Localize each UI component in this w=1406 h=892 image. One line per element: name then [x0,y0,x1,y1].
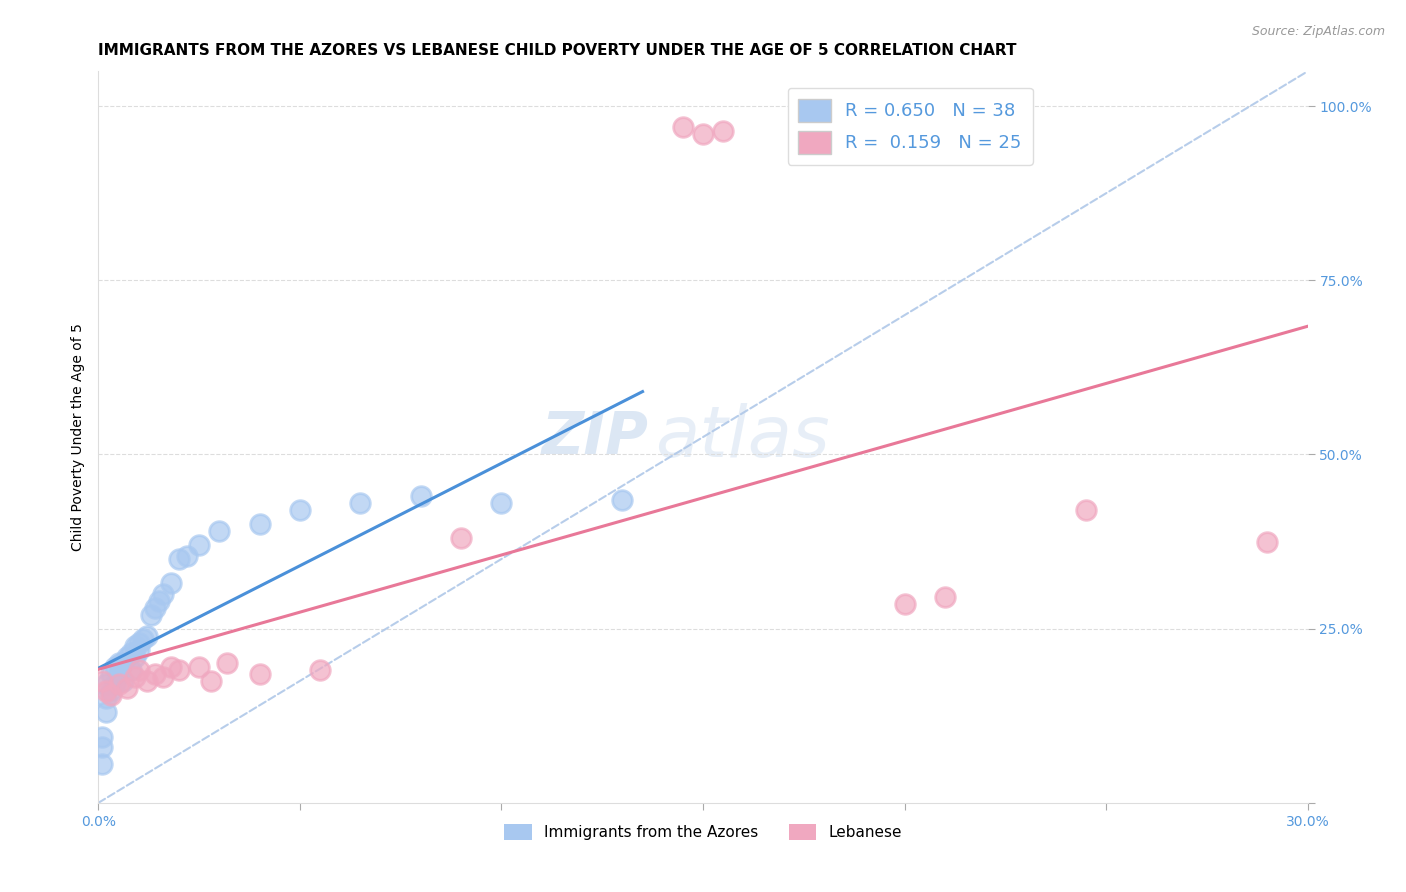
Point [111,657,134,671]
Point [128,635,150,649]
Point [135,629,157,643]
Point [100,684,122,698]
Point [692,127,714,141]
Point [612,492,634,507]
Point [288,503,311,517]
Point [672,120,695,134]
Point [1074,503,1097,517]
Point [124,670,146,684]
Point [409,489,432,503]
Point [893,597,915,611]
Point [176,549,198,563]
Point [120,646,142,660]
Point [107,657,129,671]
Point [160,576,183,591]
Legend: Immigrants from the Azores, Lebanese: Immigrants from the Azores, Lebanese [498,818,908,847]
Point [450,531,472,545]
Point [309,664,332,678]
Point [96,684,118,698]
Point [100,667,122,681]
Point [124,649,146,664]
Point [200,673,222,688]
Text: atlas: atlas [655,402,830,472]
Point [107,677,129,691]
Point [249,517,271,532]
Point [100,688,122,702]
Y-axis label: Child Poverty Under the Age of 5: Child Poverty Under the Age of 5 [70,323,84,551]
Point [934,591,956,605]
Point [103,660,125,674]
Point [188,660,211,674]
Point [143,667,166,681]
Point [491,496,513,510]
Point [96,691,118,706]
Point [107,667,129,681]
Point [124,639,146,653]
Point [103,677,125,691]
Point [208,524,231,538]
Point [128,664,150,678]
Point [160,660,183,674]
Point [1256,534,1278,549]
Point [96,705,118,719]
Point [91,673,114,688]
Point [132,632,155,646]
Point [135,673,157,688]
Text: Source: ZipAtlas.com: Source: ZipAtlas.com [1251,25,1385,38]
Point [111,673,134,688]
Point [115,649,138,664]
Point [188,538,211,552]
Point [167,552,190,566]
Point [91,730,114,744]
Text: ZIP: ZIP [541,409,648,466]
Point [115,681,138,695]
Point [349,496,371,510]
Point [91,757,114,772]
Point [143,600,166,615]
Point [128,642,150,657]
Point [91,740,114,755]
Point [711,123,734,137]
Text: IMMIGRANTS FROM THE AZORES VS LEBANESE CHILD POVERTY UNDER THE AGE OF 5 CORRELAT: IMMIGRANTS FROM THE AZORES VS LEBANESE C… [98,43,1017,58]
Point [152,670,174,684]
Point [167,664,190,678]
Point [217,657,239,671]
Point [139,607,162,622]
Point [120,664,142,678]
Point [96,677,118,691]
Point [148,594,170,608]
Point [152,587,174,601]
Point [249,667,271,681]
